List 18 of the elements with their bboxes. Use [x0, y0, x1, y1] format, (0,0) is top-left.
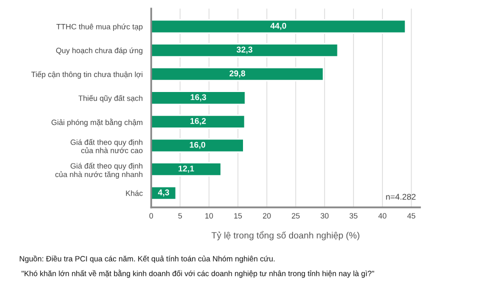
data-label: 16,2 — [190, 118, 206, 126]
bar — [151, 90, 246, 106]
bar — [151, 162, 222, 177]
data-label: 44,0 — [270, 22, 286, 30]
data-label: 16,0 — [190, 142, 206, 149]
bar — [151, 186, 177, 200]
data-label: 32,3 — [236, 46, 252, 54]
x-axis-title: Tỷ lệ trong tổng số doanh nghiệp (%) — [212, 231, 360, 240]
bar — [151, 19, 406, 34]
annotation: n=4.282 — [386, 194, 416, 200]
bar — [151, 114, 246, 129]
data-label: 4,3 — [158, 189, 170, 197]
bar — [151, 66, 324, 82]
bar — [151, 138, 244, 153]
data-label: 12,1 — [178, 166, 194, 173]
bar — [151, 43, 339, 58]
data-label: 29,8 — [230, 70, 246, 78]
data-label: 16,3 — [190, 94, 206, 102]
